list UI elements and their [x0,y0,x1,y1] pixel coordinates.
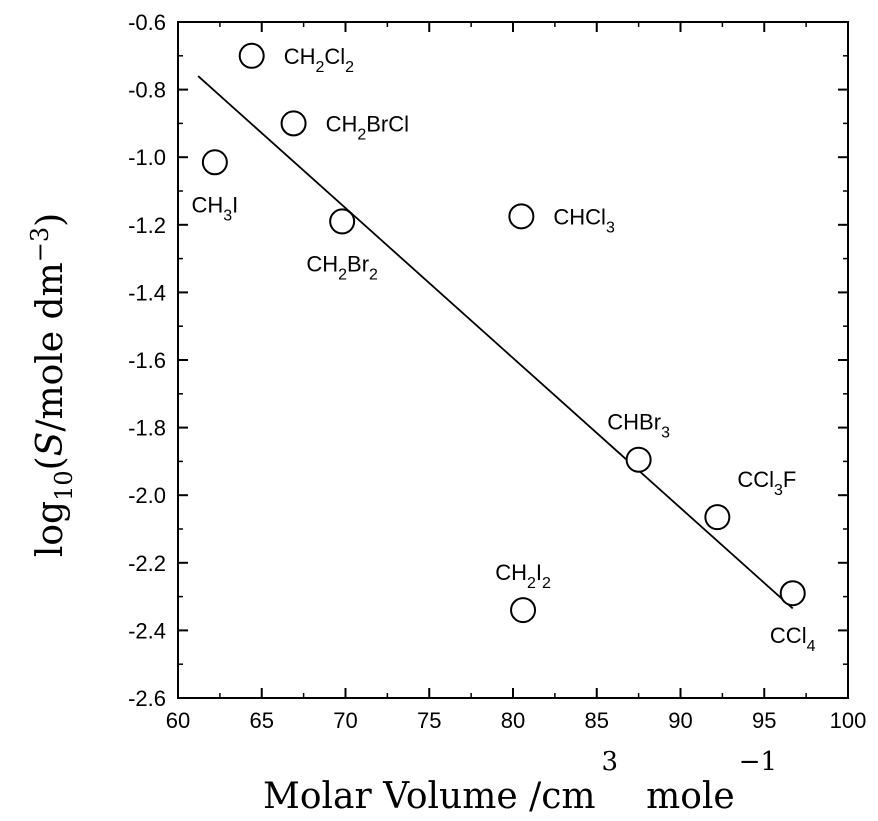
y-axis-ticks: -0.6 -0.8 -1.0 -1.2 -1.4 -1.6 -1.8 -2.0 -2.2 -2.4… [128,10,848,711]
data-points [201,42,806,624]
x-tick-label: 95 [752,708,776,733]
x-tick-label: 90 [668,708,692,733]
y-tick-label: -1.0 [128,145,166,170]
x-axis-title-main: Molar Volume /cm [263,776,596,817]
data-point [625,446,652,473]
y-tick-label: -1.8 [128,416,166,441]
point-label: CH2I2 [495,560,551,592]
y-tick-label: -0.8 [128,78,166,103]
y-tick-label: -2.4 [128,618,166,643]
y-tick-label: -0.6 [128,10,166,35]
x-axis-title-unit-exp: −1 [739,747,777,777]
data-point [238,42,265,69]
x-axis-title: Molar Volume /cm3 mole−1 [263,747,777,817]
plot-frame [177,21,849,699]
y-axis-title-open: ( [30,456,71,470]
y-tick-label: -1.6 [128,348,166,373]
x-tick-label: 80 [501,708,525,733]
y-tick-label: -2.0 [128,483,166,508]
data-point [779,580,806,607]
x-tick-label: 65 [250,708,274,733]
data-point [508,203,535,230]
x-axis-ticks: 60 65 70 75 80 85 90 95 100 [166,22,867,733]
data-point [201,149,228,176]
point-label: CH3I [191,192,238,224]
y-tick-label: -1.2 [128,213,166,238]
point-label: CH2BrCl [326,111,409,143]
x-tick-label: 60 [166,708,190,733]
data-point [280,110,307,137]
x-tick-label: 100 [830,708,867,733]
y-axis-title-close: ) [30,213,71,227]
y-axis-title-exp: −3 [26,227,54,262]
point-labels: CH2Cl2 CH2BrCl CH3I CH2Br2 CHCl3 CHBr3 CCl3F CC… [191,44,815,655]
y-tick-label: -2.6 [128,686,166,711]
fit-line-layer [197,75,794,610]
x-tick-label: 75 [417,708,441,733]
y-tick-label: -2.2 [128,551,166,576]
data-point [329,208,356,235]
plot-area-border [177,21,849,699]
point-label: CCl4 [770,623,816,655]
y-axis-title-log: log [30,501,71,557]
y-axis-title-unit: /mole dm [30,262,71,431]
y-axis-title-var: S [30,432,71,457]
point-label: CHCl3 [553,204,615,236]
y-axis-title-sub: 10 [50,470,78,501]
fit-line [197,75,794,610]
point-label: CH2Br2 [306,251,378,283]
point-label: CH2Cl2 [284,44,354,76]
x-tick-label: 70 [333,708,357,733]
y-axis-title: log10(S/mole dm−3) [26,213,78,557]
x-axis-title-exp: 3 [602,747,619,777]
point-label: CHBr3 [607,410,670,442]
point-label: CCl3F [737,467,796,499]
y-tick-label: -1.4 [128,280,166,305]
x-tick-label: 85 [585,708,609,733]
x-axis-title-unit: mole [646,776,735,817]
data-point [704,504,731,531]
data-point [510,597,537,624]
